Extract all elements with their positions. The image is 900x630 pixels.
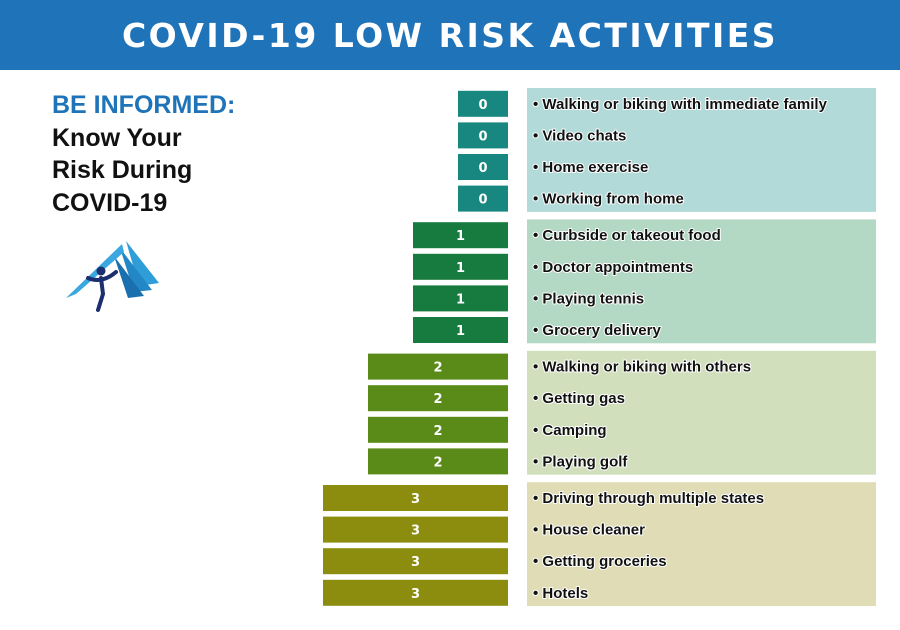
page-title: COVID-19 LOW RISK ACTIVITIES xyxy=(121,16,779,55)
activity-label: • Curbside or takeout food xyxy=(533,227,721,244)
activity-label: • Driving through multiple states xyxy=(533,490,764,507)
risk-value-label: 0 xyxy=(478,98,487,113)
risk-bar xyxy=(413,222,508,249)
risk-value-label: 2 xyxy=(433,361,442,376)
risk-bar xyxy=(323,485,508,511)
activity-label: • House cleaner xyxy=(533,522,645,539)
risk-value-label: 1 xyxy=(456,324,465,339)
activity-label: • Video chats xyxy=(533,127,626,144)
sidebar-line-1: Know Your xyxy=(52,124,182,152)
risk-bar xyxy=(458,122,508,149)
activity-label: • Playing tennis xyxy=(533,290,644,307)
activity-label: • Grocery delivery xyxy=(533,322,661,339)
risk-value-label: 1 xyxy=(456,261,465,276)
activity-label: • Walking or biking with immediate famil… xyxy=(533,96,828,113)
risk-bar xyxy=(458,154,508,180)
risk-value-label: 3 xyxy=(411,524,420,539)
risk-bar xyxy=(458,185,508,212)
risk-bar xyxy=(368,385,508,412)
activity-label: • Getting groceries xyxy=(533,553,667,570)
risk-bar xyxy=(323,579,508,606)
activity-label: • Playing golf xyxy=(533,453,628,470)
activity-label: • Camping xyxy=(533,422,607,439)
risk-group-panel xyxy=(527,88,876,212)
risk-value-label: 0 xyxy=(478,129,487,144)
risk-group-panel xyxy=(527,350,876,475)
risk-group-panel xyxy=(527,482,876,607)
risk-value-label: 3 xyxy=(411,492,420,507)
risk-bar xyxy=(413,285,508,312)
risk-bar xyxy=(458,90,508,117)
risk-value-label: 2 xyxy=(433,424,442,439)
risk-bar xyxy=(368,448,508,475)
risk-value-label: 0 xyxy=(478,193,487,208)
activity-label: • Hotels xyxy=(533,585,588,602)
risk-bar xyxy=(368,353,508,380)
activity-label: • Working from home xyxy=(533,191,684,208)
risk-value-label: 3 xyxy=(411,555,420,570)
activity-label: • Getting gas xyxy=(533,390,625,407)
risk-bar xyxy=(323,548,508,575)
be-informed-heading: BE INFORMED: xyxy=(52,91,236,119)
risk-bar xyxy=(323,516,508,543)
activity-label: • Home exercise xyxy=(533,159,648,176)
sidebar-line-3: COVID-19 xyxy=(52,189,168,217)
risk-value-label: 3 xyxy=(411,587,420,602)
activity-label: • Doctor appointments xyxy=(533,259,693,276)
risk-value-label: 2 xyxy=(433,455,442,470)
risk-bar xyxy=(368,416,508,443)
risk-bar xyxy=(413,253,508,280)
risk-value-label: 1 xyxy=(456,229,465,244)
risk-value-label: 0 xyxy=(478,161,487,176)
title-banner: COVID-19 LOW RISK ACTIVITIES xyxy=(0,0,900,70)
activity-label: • Walking or biking with others xyxy=(533,359,751,376)
sidebar-line-2: Risk During xyxy=(52,156,193,184)
risk-value-label: 2 xyxy=(433,392,442,407)
risk-group-panel xyxy=(527,219,876,344)
runner-over-book-logo-icon xyxy=(64,236,164,316)
risk-value-label: 1 xyxy=(456,292,465,307)
risk-bar xyxy=(413,317,508,343)
